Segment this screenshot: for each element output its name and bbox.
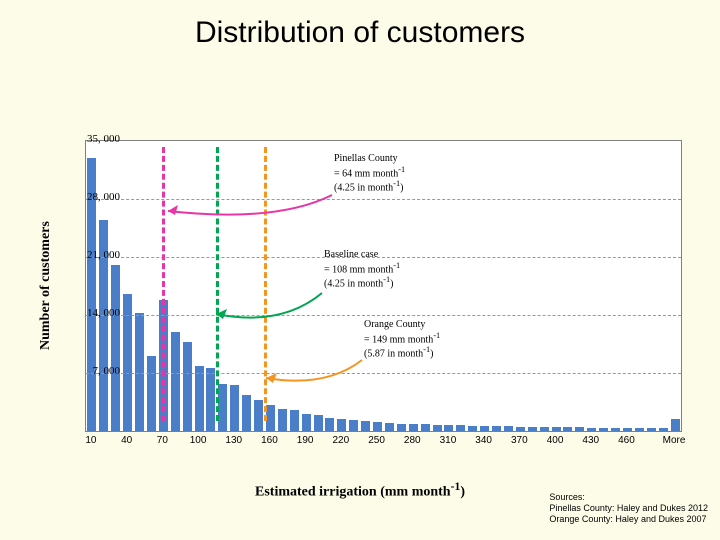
bar: [563, 427, 572, 431]
bar: [623, 428, 632, 431]
bar: [314, 415, 323, 431]
bar: [361, 421, 370, 431]
y-tick-label: 21, 000: [60, 249, 120, 261]
bar: [254, 400, 263, 431]
bar: [599, 428, 608, 431]
y-tick-label: 35, 000: [60, 133, 120, 145]
x-tick-label: 160: [254, 435, 284, 446]
bar: [325, 418, 334, 431]
x-tick-label: 70: [147, 435, 177, 446]
sources-citation: Sources: Pinellas County: Haley and Duke…: [549, 492, 708, 524]
x-tick-label: 340: [469, 435, 499, 446]
x-tick-label: 310: [433, 435, 463, 446]
bar: [171, 332, 180, 431]
bar: [206, 368, 215, 431]
x-tick-label: 100: [183, 435, 213, 446]
bar: [147, 356, 156, 431]
bar: [302, 414, 311, 431]
x-tick-label: 430: [576, 435, 606, 446]
reference-line: [216, 147, 219, 421]
bar: [409, 424, 418, 431]
x-tick-label: 130: [219, 435, 249, 446]
x-tick-label: 460: [611, 435, 641, 446]
bar: [433, 425, 442, 431]
bar: [278, 409, 287, 431]
bar: [456, 425, 465, 431]
annotation-baseline: Baseline case = 108 mm month-1 (4.25 in …: [324, 249, 400, 290]
bar: [575, 427, 584, 431]
x-tick-label: 250: [362, 435, 392, 446]
bar: [290, 410, 299, 431]
x-tick-label: 220: [326, 435, 356, 446]
x-tick-label: 280: [397, 435, 427, 446]
bar: [111, 265, 120, 431]
bar: [444, 425, 453, 431]
x-tick-label: 370: [504, 435, 534, 446]
bar: [480, 426, 489, 431]
reference-line: [162, 147, 165, 421]
x-tick-label: More: [659, 435, 689, 446]
y-axis-label: Number of customers: [38, 221, 54, 350]
bar: [385, 423, 394, 431]
gridline: [86, 315, 681, 316]
bar: [671, 419, 680, 431]
reference-line: [264, 147, 267, 421]
bar: [552, 427, 561, 431]
bar: [587, 428, 596, 431]
bar: [349, 420, 358, 431]
bar: [337, 419, 346, 431]
bar: [659, 428, 668, 431]
bar: [492, 426, 501, 431]
chart-area: Pinellas County = 64 mm month-1 (4.25 in…: [85, 140, 682, 432]
gridline: [86, 199, 681, 200]
x-tick-label: 40: [112, 435, 142, 446]
x-tick-label: 10: [76, 435, 106, 446]
bar: [397, 424, 406, 431]
bar: [421, 424, 430, 431]
y-tick-label: 7, 000: [60, 365, 120, 377]
bar: [516, 427, 525, 431]
x-tick-label: 190: [290, 435, 320, 446]
bar: [647, 428, 656, 431]
bar: [468, 426, 477, 431]
bar: [504, 426, 513, 431]
y-tick-label: 28, 000: [60, 191, 120, 203]
bar: [635, 428, 644, 431]
bar: [540, 427, 549, 431]
annotation-orange: Orange County = 149 mm month-1 (5.87 in …: [364, 319, 440, 360]
page-title: Distribution of customers: [0, 0, 720, 50]
bar: [373, 422, 382, 431]
y-tick-label: 14, 000: [60, 307, 120, 319]
x-tick-label: 400: [540, 435, 570, 446]
bar: [230, 385, 239, 431]
bar: [195, 366, 204, 431]
bar: [611, 428, 620, 431]
bar: [218, 384, 227, 431]
gridline: [86, 373, 681, 374]
bar: [528, 427, 537, 431]
bar: [242, 395, 251, 431]
annotation-pinellas: Pinellas County = 64 mm month-1 (4.25 in…: [334, 153, 405, 194]
bar: [183, 342, 192, 431]
bar: [266, 405, 275, 432]
